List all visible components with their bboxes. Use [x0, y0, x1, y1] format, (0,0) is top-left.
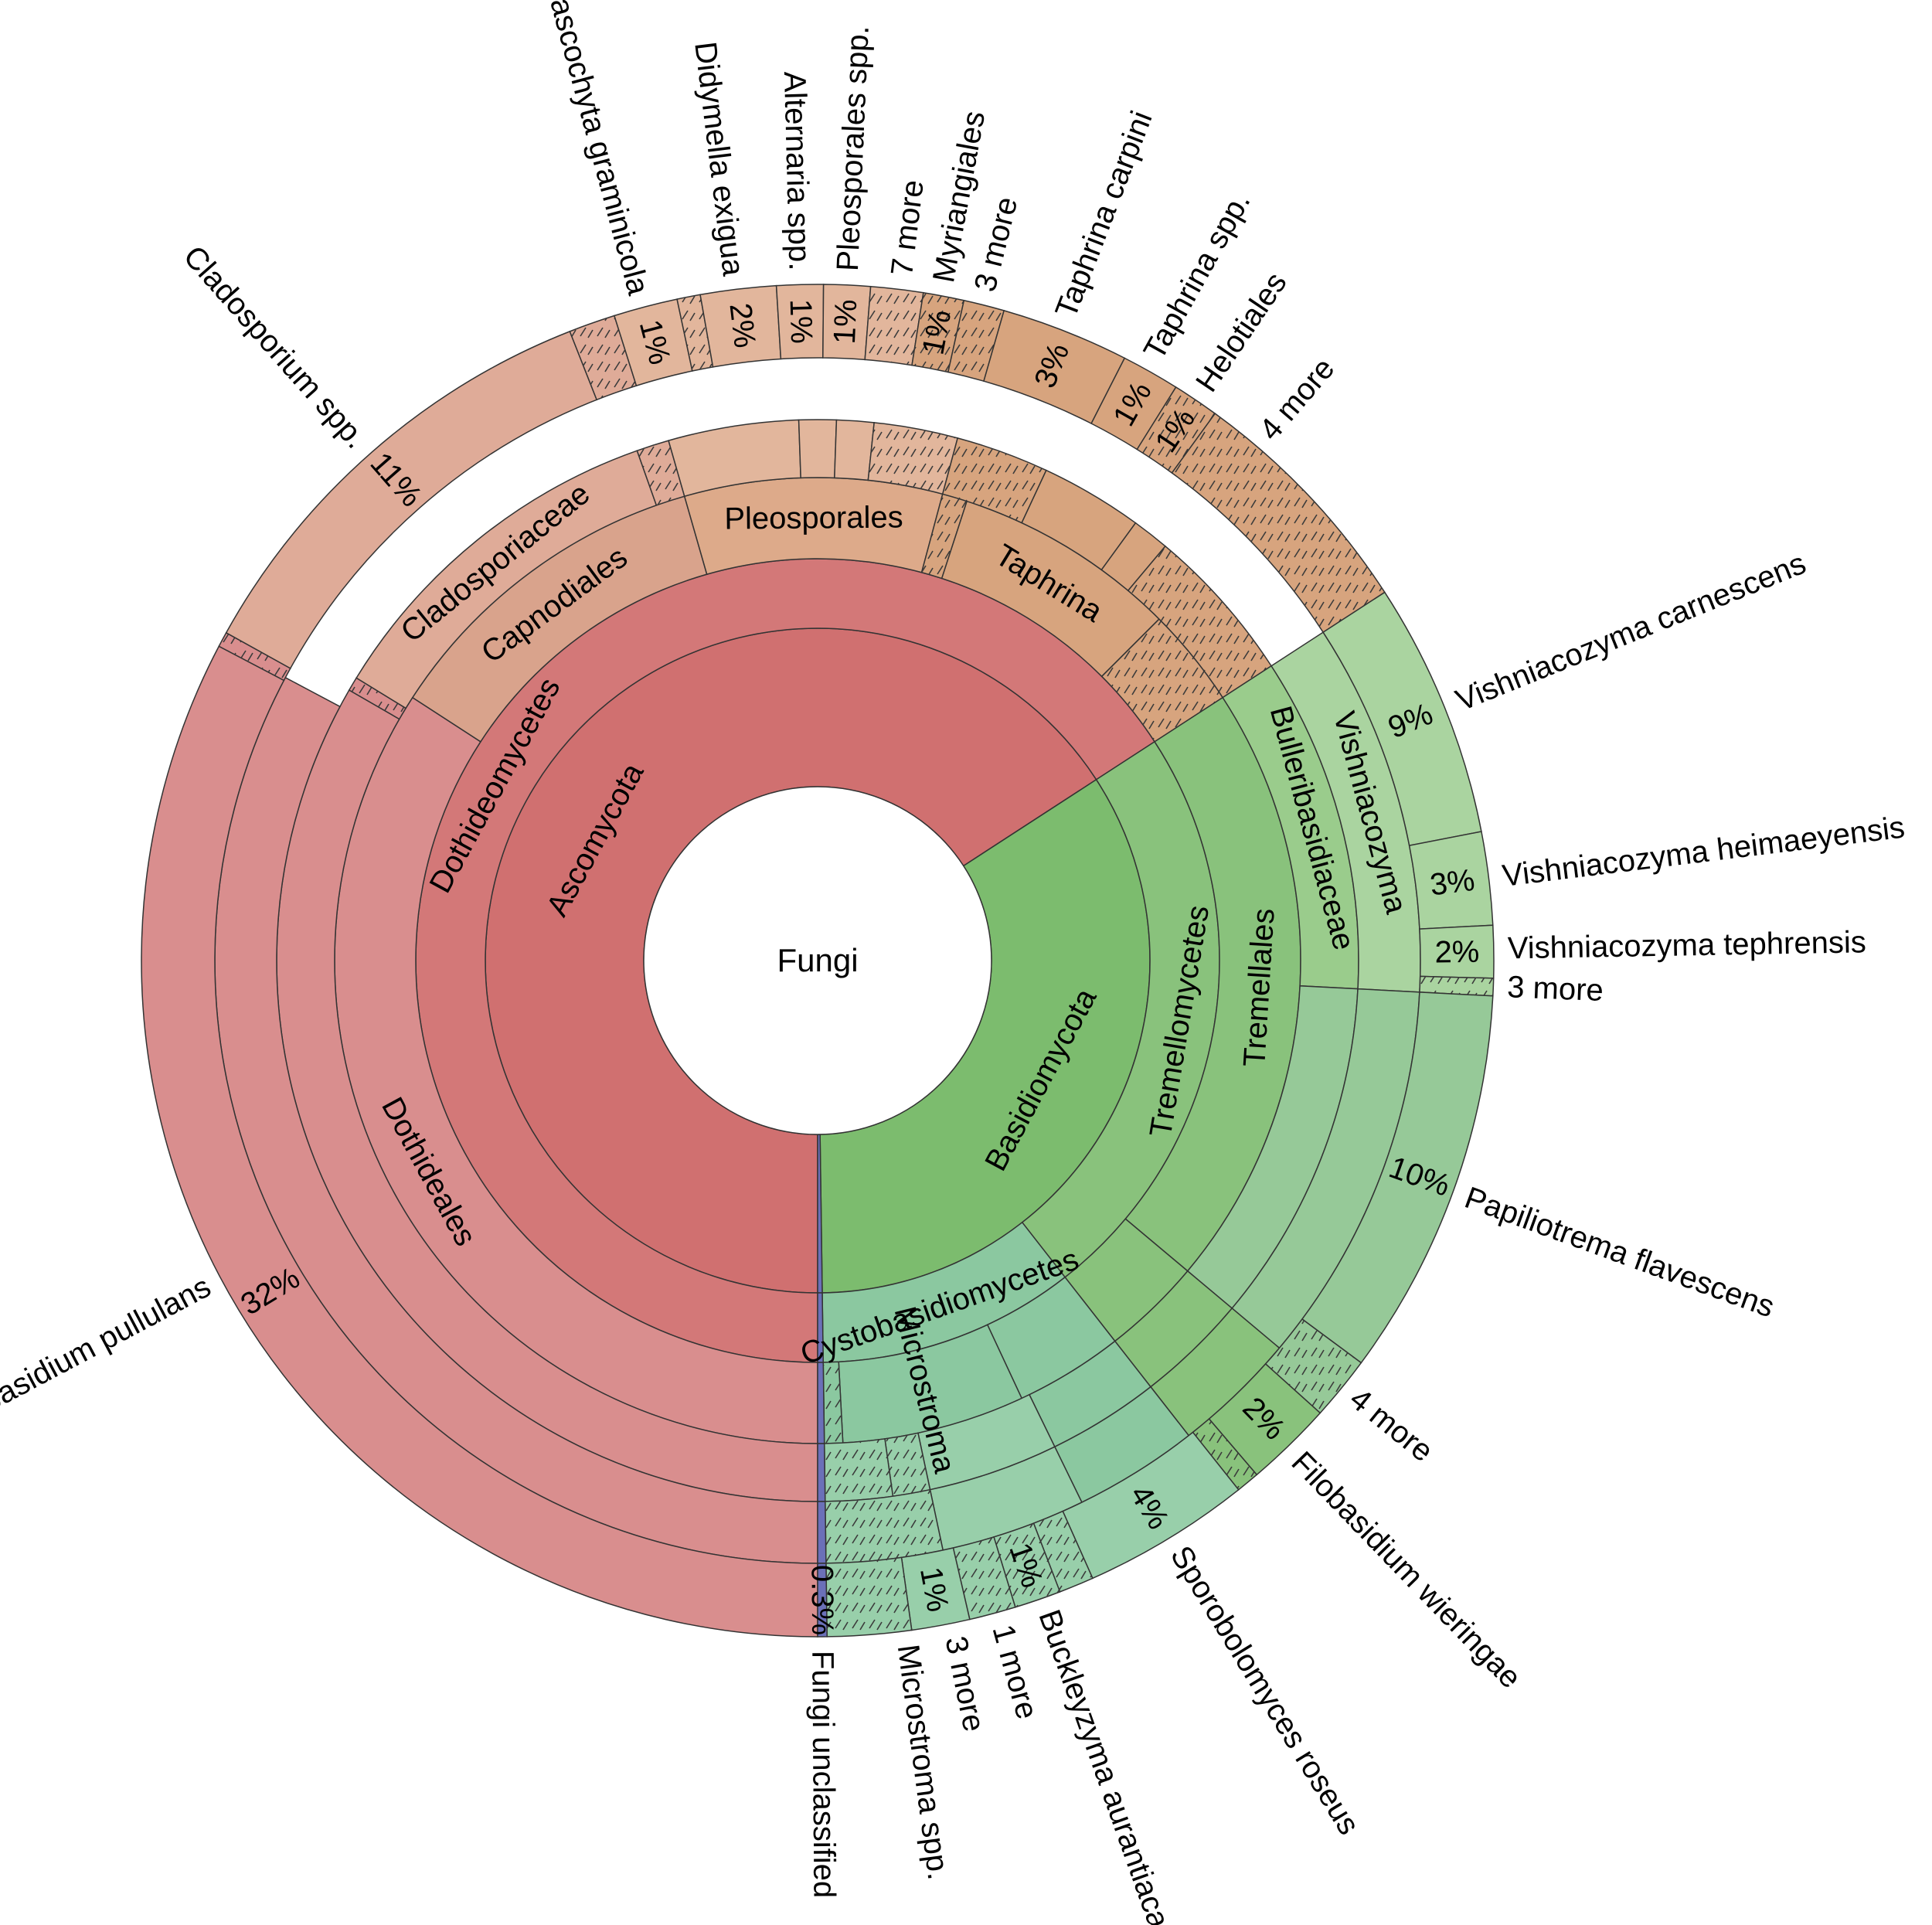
ring-label-level6-17: 3%: [1428, 863, 1477, 903]
center-label: Fungi: [777, 942, 858, 978]
leaf-label-0: Aureobasidium pullulans: [0, 1270, 216, 1457]
ring-label-level6-10: 1%: [916, 308, 957, 358]
ring-label-level3-2: Pleosporales: [724, 501, 903, 536]
ring-label-level6-18: 2%: [1434, 935, 1479, 970]
ring-label-level6-30: 0.3%: [804, 1565, 839, 1635]
leaf-label-18: 4 more: [1343, 1382, 1439, 1469]
leaf-label-20: Sporobolomyces roseus: [1164, 1540, 1366, 1841]
leaf-label-12: 4 more: [1253, 352, 1341, 447]
wedge-hatch-level6-29: [825, 1557, 912, 1637]
wedge-hatch-level6-3: [570, 315, 637, 400]
wedge-hatch-level5-6: [825, 1489, 944, 1563]
wedge-hatch-level4-11: [1128, 546, 1272, 698]
wedge-hatch-level4-1: [349, 678, 406, 719]
wedge-hatch-level6-10: [912, 292, 964, 372]
wedge-hatch-level4-7: [868, 422, 958, 495]
wedge-hatch-level6-26: [994, 1523, 1060, 1607]
wedge-hatch-level3-10: [823, 1362, 843, 1444]
wedge-hatch-level4-18: [824, 1438, 893, 1502]
leaf-label-23: 3 more: [938, 1634, 991, 1735]
wedge-hatch-level6-1: [219, 632, 291, 681]
wedge-hatch-level4-8: [942, 437, 1046, 523]
wedge-hatch-level6-25: [1033, 1511, 1093, 1592]
leaf-label-13: Vishniacozyma carnescens: [1451, 546, 1811, 718]
wedge-level6-0: [141, 645, 818, 1638]
ring-label-level6-6: 2%: [723, 301, 761, 350]
leaf-label-5: Pleosporales spp.: [831, 25, 876, 272]
ring-label-level6-8: 1%: [828, 298, 863, 345]
wedge-hatch-level4-17: [884, 1433, 930, 1497]
wedge-hatch-level6-23: [1192, 1419, 1257, 1490]
wedge-hatch-level6-19: [1419, 976, 1494, 996]
wedge-hatch-level6-14: [1137, 386, 1216, 473]
wedge-level4-19: [817, 1443, 826, 1502]
wedge-hatch-level6-21: [1265, 1318, 1362, 1413]
leaf-label-16: 3 more: [1506, 970, 1604, 1008]
leaf-label-4: Alternaria spp.: [777, 71, 817, 271]
leaf-label-21: Buckleyzyma aurantiaca: [1032, 1605, 1175, 1925]
wedge-hatch-level6-9: [865, 286, 923, 366]
ring-wedges: [141, 284, 1495, 1638]
leaf-label-1: Cladosporium spp.: [177, 240, 373, 455]
leaf-label-15: Vishniacozyma tephrensis: [1507, 925, 1866, 965]
leaf-label-22: 1 more: [985, 1621, 1044, 1723]
wedge-hatch-level3-5: [1101, 619, 1223, 742]
leaf-label-24: Microstroma spp.: [891, 1642, 956, 1882]
leaf-label-14: Vishniacozyma heimaeyensis: [1501, 810, 1906, 893]
leaf-label-25: Fungi unclassified: [805, 1651, 841, 1898]
leaf-label-9: Taphrina carpini: [1049, 107, 1158, 322]
leaf-label-8: 3 more: [968, 193, 1025, 294]
leaf-label-2: Neoascochyta graminicola: [529, 0, 655, 299]
leaf-label-6: 7 more: [885, 178, 930, 277]
ring-label-level6-7: 1%: [784, 298, 818, 344]
wedge-level4-5: [798, 419, 838, 479]
leaf-label-17: Papiliotrema flavescens: [1461, 1181, 1779, 1325]
wedge-level5-7: [817, 1501, 827, 1564]
leaf-label-3: Didymella exigua: [688, 40, 750, 278]
leaf-label-19: Filobasidium wieringae: [1285, 1445, 1528, 1695]
wedge-hatch-level6-27: [953, 1536, 1015, 1620]
center-hole: [643, 786, 992, 1135]
wedge-level6-30: [817, 1563, 828, 1638]
wedge-level4-6: [834, 419, 875, 481]
wedge-level3-11: [817, 1362, 825, 1444]
wedge-hatch-level6-11: [947, 300, 1005, 382]
ring-label-level6-28: 1%: [913, 1564, 955, 1614]
wedge-hatch-level6-15: [1172, 413, 1385, 633]
wedge-hatch-level3-3: [921, 494, 968, 579]
wedge-hatch-level6-5: [677, 294, 713, 372]
